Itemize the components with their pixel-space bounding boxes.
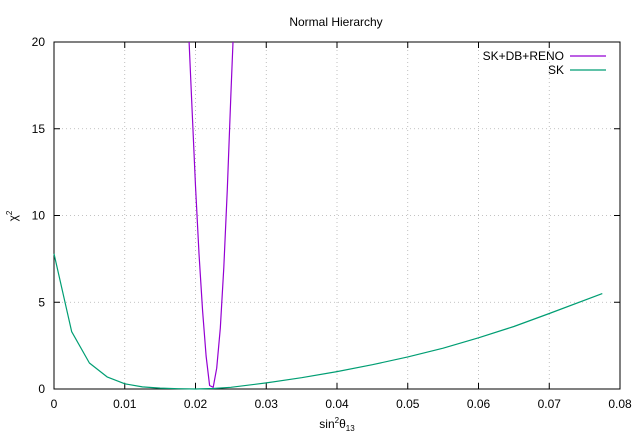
x-tick-label: 0.03: [255, 397, 279, 411]
chart-title: Normal Hierarchy: [289, 15, 382, 29]
y-axis-label: χ2: [5, 210, 20, 221]
series-layer: [53, 41, 603, 390]
y-axis-ticks: 0 5 10 15 20: [32, 35, 620, 396]
y-tick-label: 5: [38, 295, 45, 309]
series-line-sk: [53, 253, 603, 390]
y-label-sup: 2: [5, 210, 14, 215]
legend-label-sk-db-reno: SK+DB+RENO: [483, 49, 564, 63]
x-label-sup: 2: [335, 416, 340, 425]
x-tick-label: 0: [51, 397, 58, 411]
y-tick-label: 15: [32, 122, 46, 136]
x-tick-label: 0.04: [325, 397, 349, 411]
x-tick-label: 0.08: [608, 397, 632, 411]
legend-label-sk: SK: [548, 63, 564, 77]
x-label-base: sin: [319, 417, 334, 431]
x-tick-label: 0.05: [396, 397, 420, 411]
legend-entry-sk-db-reno: SK+DB+RENO: [483, 49, 606, 63]
x-tick-label: 0.01: [113, 397, 137, 411]
x-tick-label: 0.07: [538, 397, 562, 411]
x-tick-label: 0.06: [467, 397, 491, 411]
y-tick-label: 20: [32, 35, 46, 49]
legend-entry-sk: SK: [548, 63, 606, 77]
x-axis-ticks: 0 0.01 0.02 0.03 0.04 0.05 0.06 0.07 0.08: [51, 42, 632, 411]
plot-frame: [53, 41, 621, 390]
series-line-sk-db-reno: [188, 41, 234, 388]
y-tick-label: 10: [32, 209, 46, 223]
x-axis-label: sin2θ13: [319, 416, 355, 433]
legend: SK+DB+RENO SK: [483, 49, 606, 77]
x-tick-label: 0.02: [184, 397, 208, 411]
x-label-theta: θ: [339, 417, 346, 431]
x-label-sub: 13: [346, 424, 355, 433]
y-label-base: χ: [6, 214, 20, 221]
y-tick-label: 0: [38, 382, 45, 396]
grid-lines: [54, 42, 620, 389]
